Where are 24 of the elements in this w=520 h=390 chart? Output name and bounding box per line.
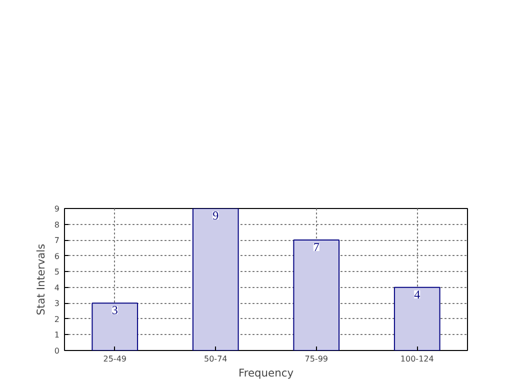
bar	[92, 302, 138, 350]
data-label: 7	[313, 240, 320, 254]
y-tick-label: 6	[54, 252, 60, 261]
data-label: 3	[112, 303, 118, 318]
y-tick-label: 4	[54, 283, 60, 292]
y-tick-label: 0	[54, 346, 60, 356]
x-axis-title: Frequency	[238, 366, 294, 380]
bar	[192, 208, 239, 350]
y-tick-label: 2	[54, 314, 60, 324]
x-tick-label: 100-124	[400, 354, 434, 364]
y-tick-label: 3	[54, 299, 60, 308]
data-label: 4	[414, 287, 420, 302]
y-axis-title: Stat Intervals	[34, 243, 48, 316]
data-label: 9	[212, 208, 219, 222]
bar	[293, 240, 340, 350]
y-tick-label: 1	[54, 330, 60, 340]
y-tick-label: 9	[54, 204, 60, 214]
x-tick-label: 75-99	[304, 354, 328, 364]
bar	[394, 286, 440, 350]
y-tick-label: 7	[54, 236, 60, 246]
x-tick-label: 25-49	[103, 354, 126, 364]
y-tick-label: 8	[54, 220, 60, 230]
x-tick-label: 50-74	[204, 354, 228, 364]
y-tick-label: 5	[54, 268, 60, 277]
